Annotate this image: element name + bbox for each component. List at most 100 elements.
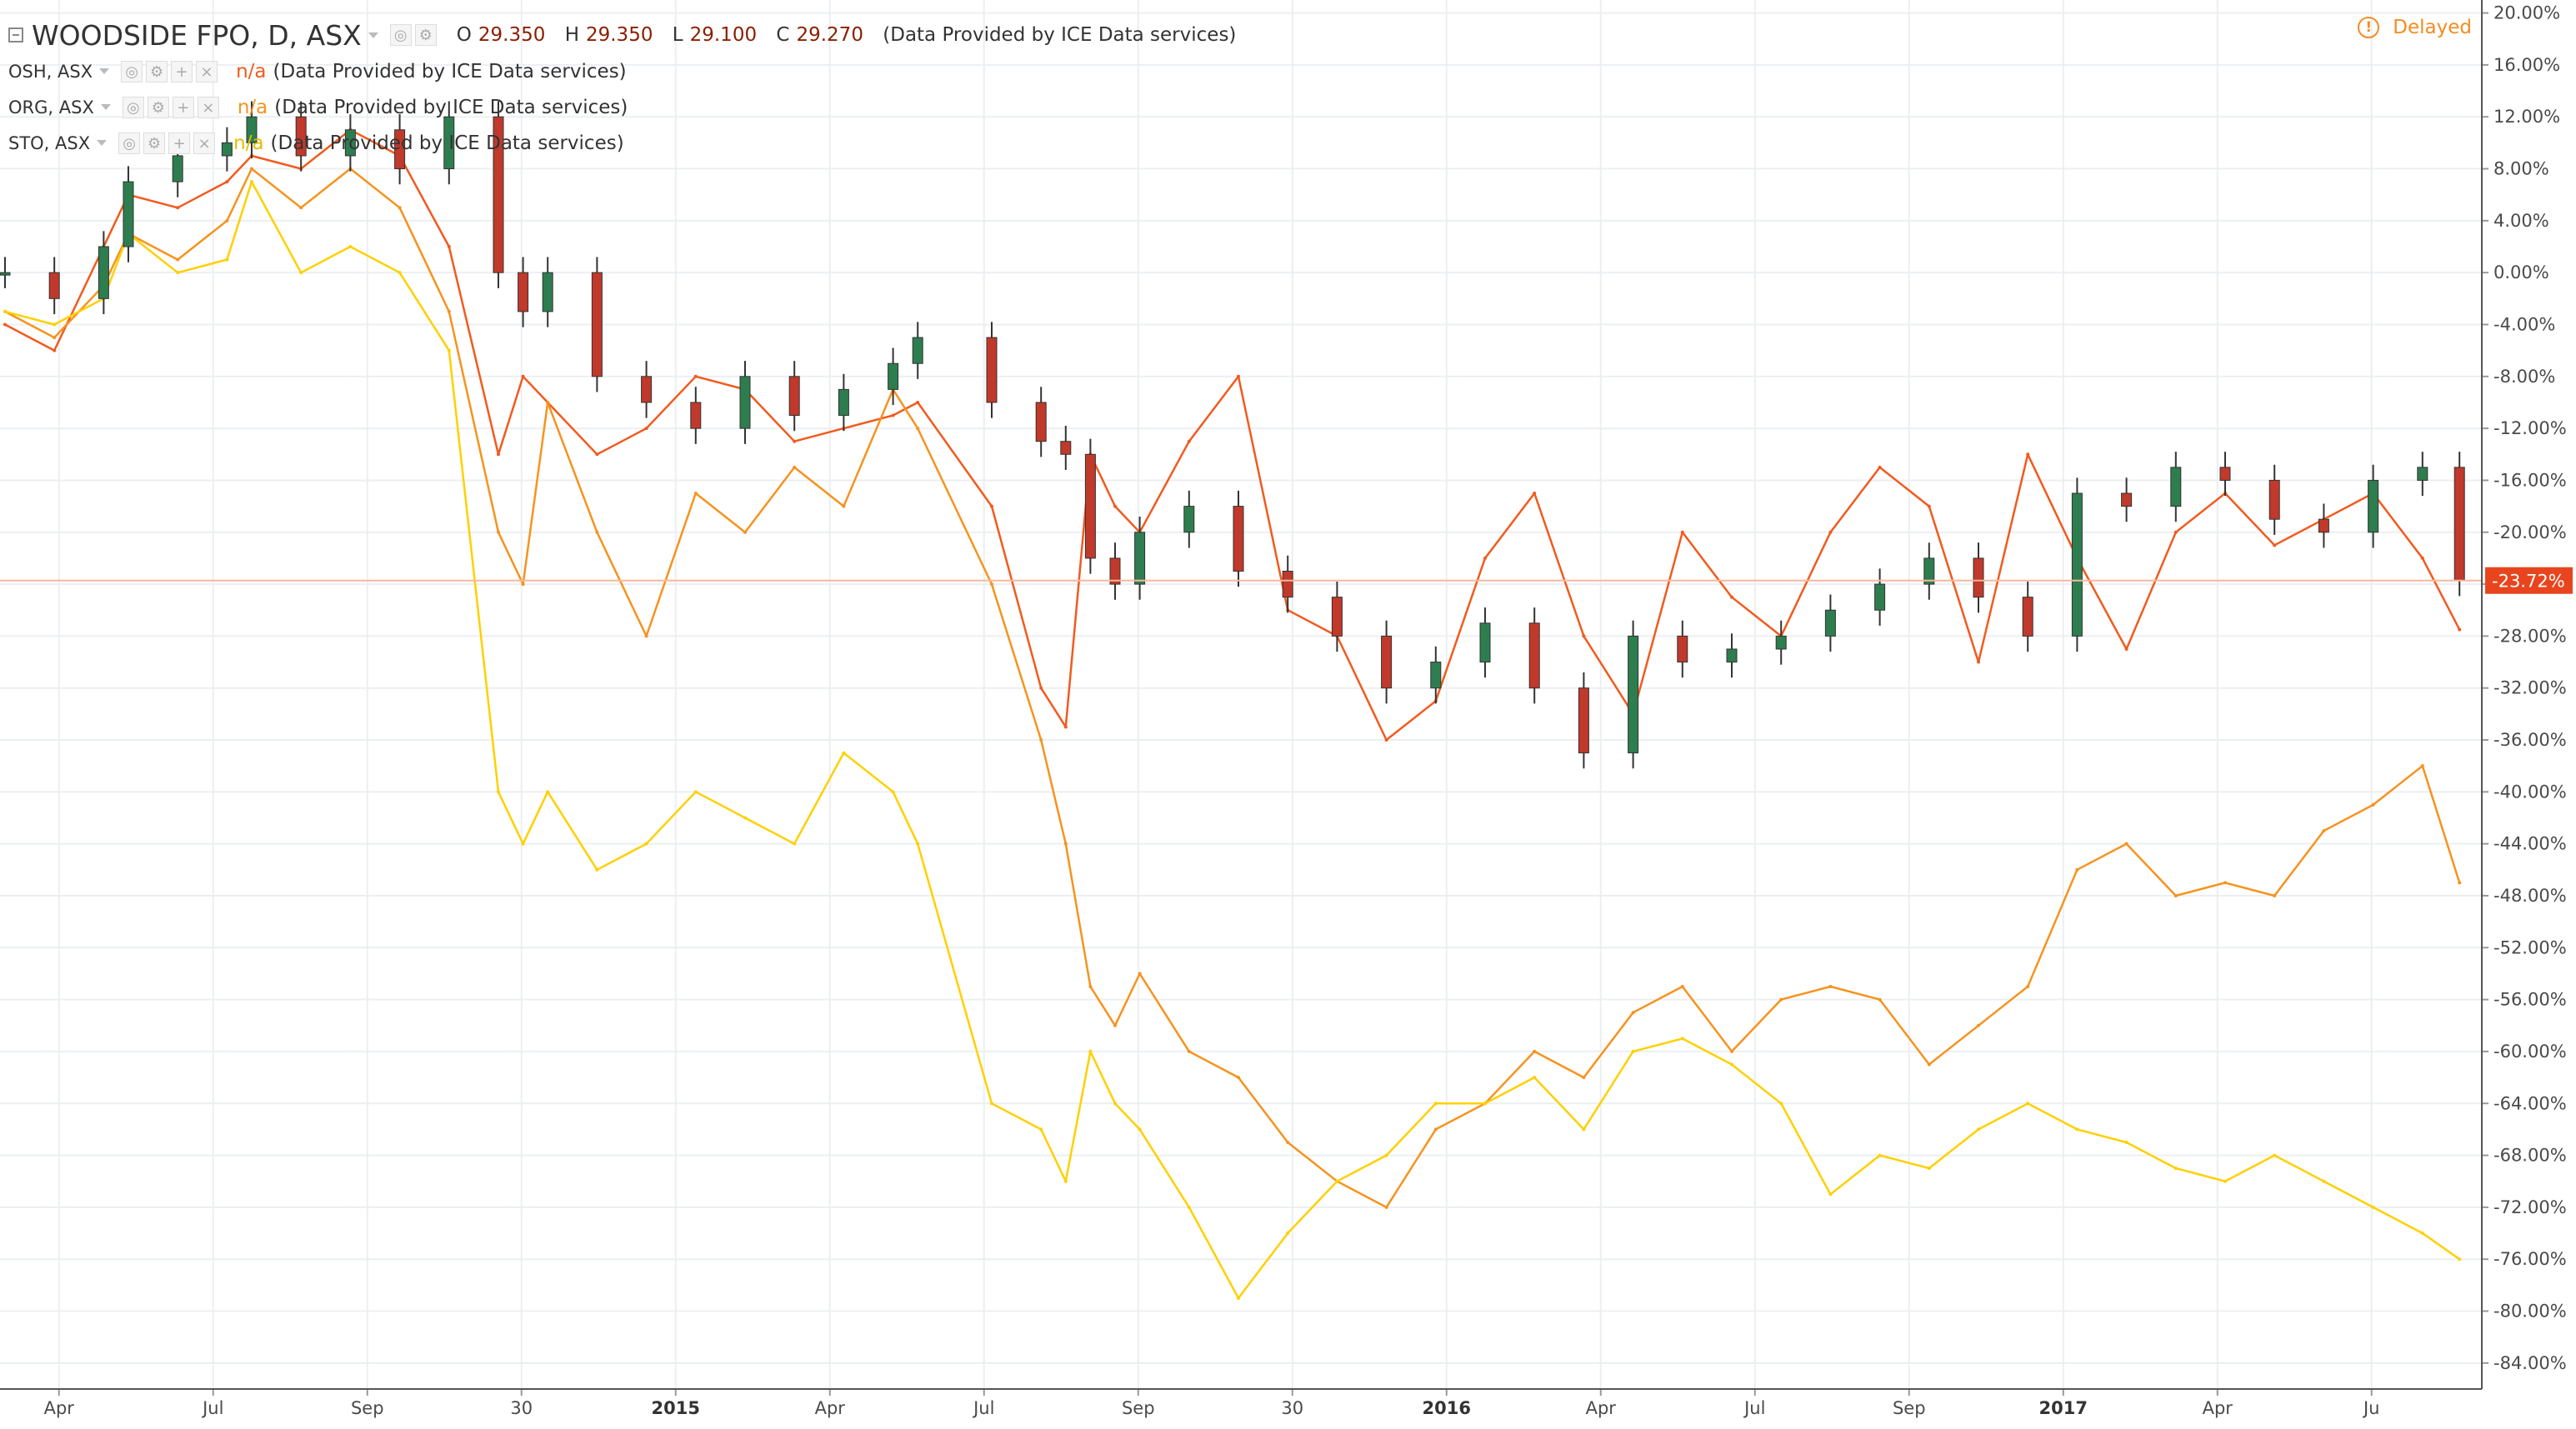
compare-menu-caret-icon[interactable] bbox=[97, 140, 108, 146]
x-tick-label: 2017 bbox=[2039, 1398, 2088, 1418]
series-point bbox=[521, 582, 525, 587]
candle-body bbox=[246, 116, 258, 143]
series-point bbox=[1533, 492, 1537, 496]
candle-body bbox=[518, 272, 529, 312]
series-point bbox=[447, 348, 451, 352]
main-symbol-row[interactable]: WOODSIDE FPO, D, ASX ◎ ⚙ O 29.350 H 29.350… bbox=[8, 17, 1675, 53]
collapse-legend-icon[interactable] bbox=[8, 27, 23, 42]
series-point bbox=[53, 336, 57, 340]
main-symbol-menu-caret-icon[interactable] bbox=[368, 32, 378, 38]
candle-body bbox=[0, 272, 11, 276]
series-point bbox=[1878, 997, 1882, 1002]
series-point bbox=[1977, 660, 1980, 664]
y-tick-label: -80.00% bbox=[2493, 1302, 2567, 1322]
candle-body bbox=[344, 129, 356, 157]
data-source-label: (Data Provided by ICE Data services) bbox=[270, 132, 624, 154]
remove-icon[interactable]: × bbox=[193, 132, 216, 154]
candle-body bbox=[1874, 583, 1886, 611]
series-point bbox=[1335, 1179, 1339, 1183]
y-tick-label: -56.00% bbox=[2493, 990, 2567, 1010]
compare-menu-caret-icon[interactable] bbox=[100, 104, 111, 110]
candle-body bbox=[1084, 453, 1096, 559]
candle-body bbox=[788, 376, 800, 417]
series-point bbox=[2420, 764, 2424, 768]
series-point bbox=[1582, 1076, 1586, 1080]
series-point bbox=[693, 790, 698, 794]
x-tick-label: 30 bbox=[510, 1398, 533, 1418]
candle-body bbox=[1628, 635, 1639, 754]
series-point bbox=[891, 790, 895, 794]
y-tick-label: 20.00% bbox=[2493, 3, 2560, 23]
low-key: L bbox=[672, 24, 683, 46]
y-tick-label: -32.00% bbox=[2493, 678, 2567, 698]
x-tick-label: Apr bbox=[815, 1398, 846, 1418]
candle-body bbox=[98, 246, 109, 299]
data-source-label: (Data Provided by ICE Data services) bbox=[273, 60, 627, 82]
chart-grid bbox=[0, 0, 2482, 1389]
candle-body bbox=[838, 388, 849, 417]
remove-icon[interactable]: × bbox=[196, 60, 218, 82]
compare-row-sto[interactable]: STO, ASX ◎ ⚙ + × n/a (Data Provided by I… bbox=[8, 125, 1675, 161]
settings-gear-icon[interactable]: ⚙ bbox=[146, 60, 168, 82]
x-tick-label: 30 bbox=[1281, 1398, 1303, 1418]
series-point bbox=[1828, 530, 1833, 534]
compare-row-org[interactable]: ORG, ASX ◎ ⚙ + × n/a (Data Provided by I… bbox=[8, 89, 1675, 125]
compare-menu-caret-icon[interactable] bbox=[99, 68, 110, 74]
series-point bbox=[1237, 1296, 1240, 1300]
series-point bbox=[398, 271, 402, 275]
series-point bbox=[1878, 465, 1882, 469]
series-point bbox=[693, 492, 698, 496]
add-icon[interactable]: + bbox=[172, 96, 194, 118]
compare-symbol-label[interactable]: ORG, ASX bbox=[8, 97, 94, 117]
candle-body bbox=[2071, 492, 2083, 637]
series-point bbox=[1631, 1049, 1635, 1053]
y-tick-label: -68.00% bbox=[2493, 1146, 2567, 1166]
series-point bbox=[1483, 556, 1487, 560]
series-point bbox=[521, 842, 525, 846]
delayed-indicator[interactable]: ! Delayed bbox=[2358, 17, 2472, 38]
series-point bbox=[1384, 1205, 1388, 1209]
main-symbol-label[interactable]: WOODSIDE FPO, D, ASX bbox=[32, 18, 362, 52]
candle-body bbox=[1331, 597, 1343, 637]
chart-legend: WOODSIDE FPO, D, ASX ◎ ⚙ O 29.350 H 29.350… bbox=[8, 17, 1675, 161]
series-point bbox=[2026, 1102, 2030, 1106]
series-point bbox=[299, 206, 303, 210]
candle-body bbox=[1381, 635, 1393, 689]
settings-gear-icon[interactable]: ⚙ bbox=[414, 24, 437, 46]
hide-series-icon[interactable]: ◎ bbox=[122, 96, 144, 118]
series-point bbox=[1730, 1049, 1733, 1053]
settings-gear-icon[interactable]: ⚙ bbox=[143, 132, 166, 154]
remove-icon[interactable]: × bbox=[197, 96, 219, 118]
hide-series-icon[interactable]: ◎ bbox=[389, 24, 412, 46]
add-icon[interactable]: + bbox=[171, 60, 193, 82]
series-point bbox=[1582, 1127, 1586, 1132]
compare-row-osh[interactable]: OSH, ASX ◎ ⚙ + × n/a (Data Provided by I… bbox=[8, 53, 1675, 89]
add-icon[interactable]: + bbox=[168, 132, 191, 154]
series-point bbox=[1088, 1049, 1093, 1053]
series-point bbox=[2273, 543, 2277, 547]
series-point bbox=[2026, 985, 2030, 989]
hide-series-icon[interactable]: ◎ bbox=[118, 132, 141, 154]
y-tick-label: -8.00% bbox=[2493, 367, 2555, 387]
y-tick-label: -40.00% bbox=[2493, 782, 2567, 802]
series-point bbox=[1237, 374, 1240, 378]
candle-body bbox=[295, 116, 307, 157]
candle-body bbox=[1578, 687, 1589, 754]
series-point bbox=[1680, 530, 1684, 534]
series-point bbox=[1286, 1140, 1290, 1144]
y-tick-label: -60.00% bbox=[2493, 1042, 2567, 1062]
settings-gear-icon[interactable]: ⚙ bbox=[147, 96, 169, 118]
candle-body bbox=[690, 402, 702, 429]
x-tick-label: Sep bbox=[1893, 1398, 1926, 1418]
compare-symbol-label[interactable]: STO, ASX bbox=[8, 132, 91, 153]
series-point bbox=[1680, 1037, 1684, 1041]
compare-symbol-label[interactable]: OSH, ASX bbox=[8, 61, 93, 82]
y-tick-label: -16.00% bbox=[2493, 470, 2567, 490]
series-point bbox=[1977, 1023, 1980, 1027]
series-point bbox=[1483, 1102, 1487, 1106]
x-tick-label: Jul bbox=[201, 1398, 223, 1418]
hide-series-icon[interactable]: ◎ bbox=[121, 60, 143, 82]
series-point bbox=[53, 348, 57, 352]
series-point bbox=[2458, 627, 2462, 632]
